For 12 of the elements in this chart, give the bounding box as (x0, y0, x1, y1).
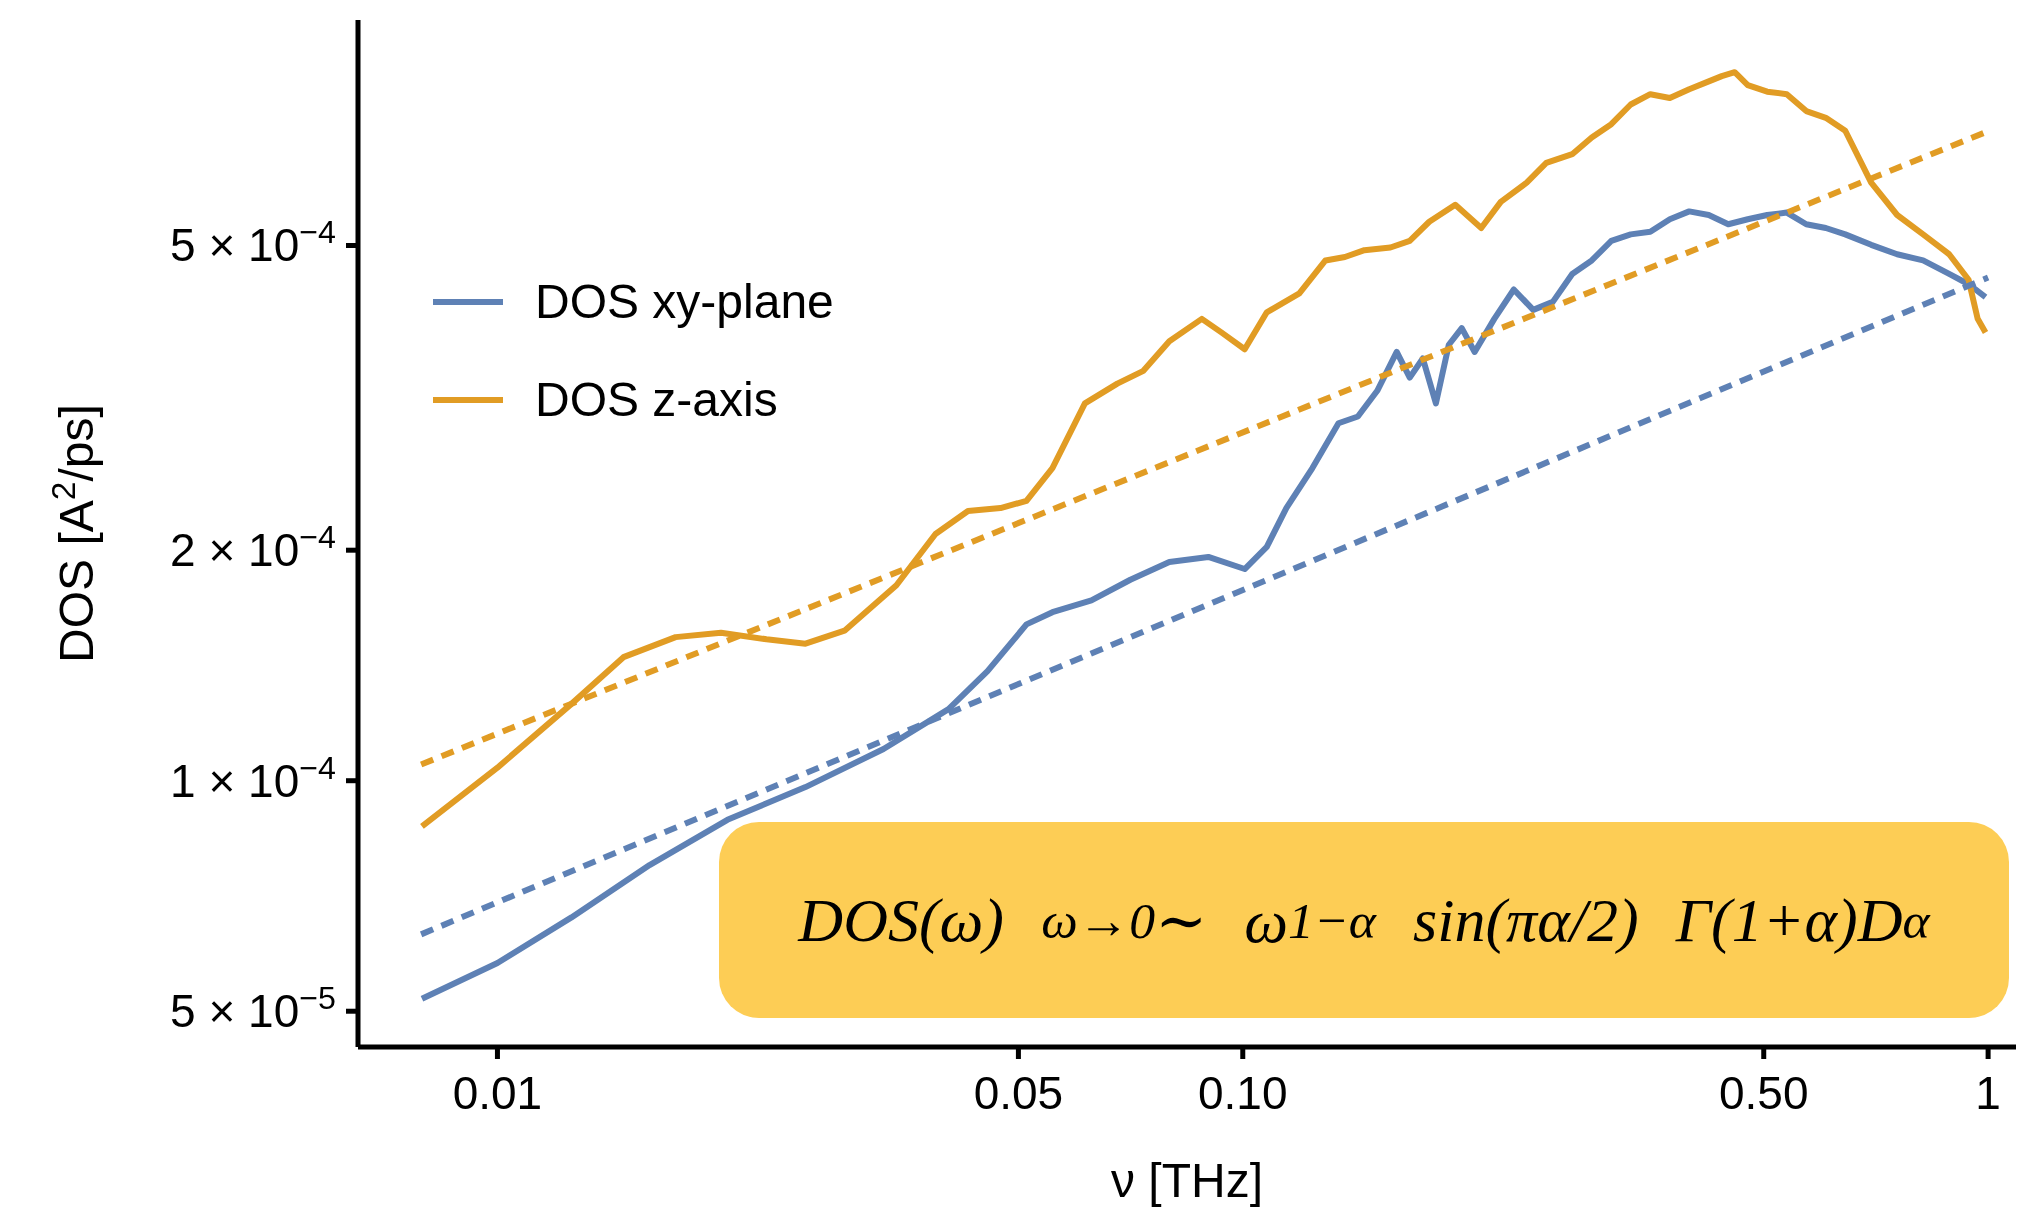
x-tick-label: 0.01 (452, 1067, 543, 1119)
x-tick-label: 0.10 (1198, 1067, 1288, 1119)
legend-label: DOS z-axis (535, 372, 778, 428)
x-tick-label: 0.50 (1718, 1067, 1809, 1119)
x-axis-title: ν [THz] (1111, 1154, 1263, 1207)
y-tick-label: 5 × 10$^{−4}$ (170, 214, 336, 272)
legend-label: DOS xy-plane (535, 274, 834, 330)
y-tick-label: 2 × 10$^{−4}$ (170, 519, 336, 577)
y-tick-label: 1 × 10$^{−4}$ (170, 749, 336, 807)
x-tick-label: 0.05 (973, 1067, 1064, 1119)
x-tick-label: 1 (1975, 1067, 2001, 1119)
y-tick-label: 5 × 10$^{−5}$ (170, 980, 336, 1038)
